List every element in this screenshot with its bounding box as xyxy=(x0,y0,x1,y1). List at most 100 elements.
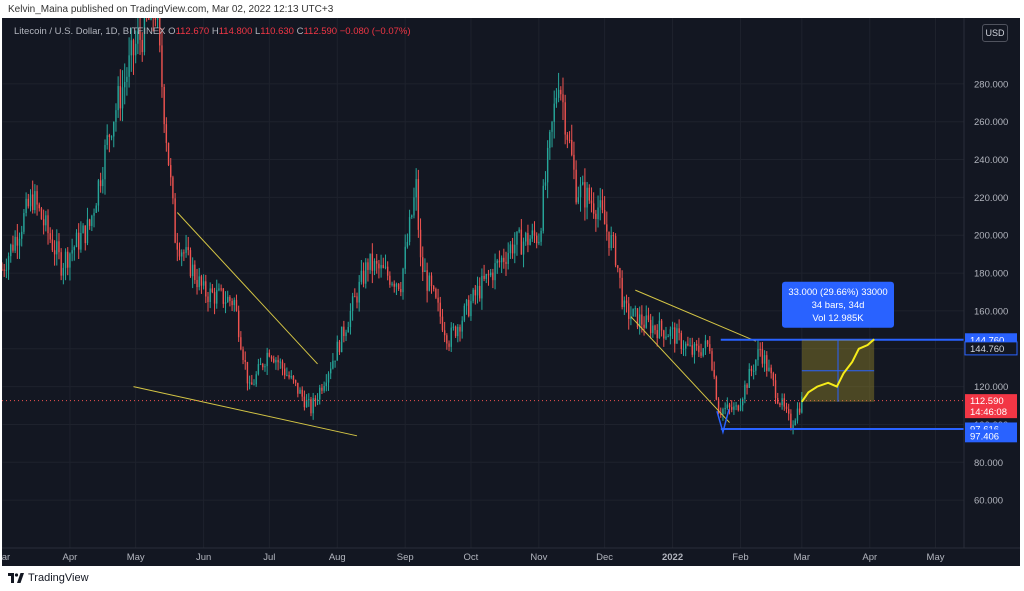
y-tick-label: 260.000 xyxy=(974,117,1008,128)
candle-body xyxy=(744,384,746,400)
candle-body xyxy=(402,268,404,293)
measure-label-line: Vol 12.985K xyxy=(812,313,864,324)
y-tick-label: 240.000 xyxy=(974,155,1008,166)
candle-body xyxy=(275,359,277,363)
candle-body xyxy=(549,131,551,148)
candle-body xyxy=(115,110,117,122)
candle-body xyxy=(628,303,630,319)
candle-body xyxy=(531,230,534,239)
candle-body xyxy=(667,336,669,338)
candle-body xyxy=(16,236,19,246)
candle-body xyxy=(67,251,69,268)
candle-body xyxy=(185,247,187,253)
candle-body xyxy=(365,262,367,284)
price-axis-tag-label: 144.760 xyxy=(970,344,1004,355)
candle-body xyxy=(200,276,203,286)
candle-body xyxy=(191,264,194,277)
candle-body xyxy=(382,265,384,268)
candle-body xyxy=(347,327,349,333)
candle-body xyxy=(452,326,455,328)
candle-body xyxy=(384,266,387,268)
candle-body xyxy=(601,200,604,210)
candle-body xyxy=(240,337,242,350)
x-tick-label: May xyxy=(927,552,945,563)
candle-body xyxy=(560,89,562,95)
open-value: 112.670 xyxy=(175,26,210,37)
footer-brand[interactable]: TradingView xyxy=(28,572,89,584)
candle-body xyxy=(325,382,328,386)
high-label: H xyxy=(211,26,219,37)
candle-body xyxy=(310,399,312,414)
candle-body xyxy=(739,405,742,411)
candle-body xyxy=(777,397,779,404)
candle-body xyxy=(676,328,678,344)
x-tick-label: Jul xyxy=(263,552,275,563)
candle-body xyxy=(321,387,323,391)
candle-body xyxy=(645,315,647,328)
candle-body xyxy=(525,233,527,242)
measure-layer: 33.000 (29.66%) 33000 34 bars, 34d Vol 12.… xyxy=(716,281,894,435)
candle-body xyxy=(205,281,207,297)
candle-body xyxy=(772,373,775,381)
candle-body xyxy=(801,396,803,413)
candle-body xyxy=(82,225,84,234)
candle-body xyxy=(354,296,356,298)
candle-body xyxy=(621,277,623,308)
candle-body xyxy=(439,302,441,317)
candle-body xyxy=(507,253,509,264)
candle-body xyxy=(251,382,253,385)
candle-body xyxy=(419,229,422,258)
candle-body xyxy=(643,324,645,328)
candle-body xyxy=(194,264,196,280)
candle-body xyxy=(2,269,3,271)
candle-body xyxy=(77,232,80,250)
candle-body xyxy=(695,343,698,346)
candle-body xyxy=(794,420,796,426)
candle-body xyxy=(647,315,650,320)
candle-body xyxy=(487,274,490,276)
candle-body xyxy=(638,314,641,328)
candle-body xyxy=(446,335,448,344)
candle-body xyxy=(566,134,569,140)
candle-body xyxy=(211,288,214,293)
candle-body xyxy=(498,260,501,263)
chart-panel[interactable]: 33.000 (29.66%) 33000 34 bars, 34d Vol 12.… xyxy=(2,18,1020,566)
candle-body xyxy=(728,404,731,408)
x-tick-label: Nov xyxy=(530,552,547,563)
candle-body xyxy=(51,239,54,251)
candle-body xyxy=(231,300,233,306)
candle-body xyxy=(520,229,523,255)
candle-body xyxy=(202,281,205,286)
candle-body xyxy=(717,399,720,414)
candle-body xyxy=(319,387,321,400)
currency-button[interactable]: USD xyxy=(982,24,1008,42)
x-tick-label: Mar xyxy=(794,552,810,563)
trendline xyxy=(133,386,358,437)
candle-body xyxy=(360,270,363,282)
candle-body xyxy=(702,348,704,356)
candle-body xyxy=(84,225,86,244)
candle-body xyxy=(56,241,58,255)
candle-body xyxy=(358,281,360,303)
candle-body xyxy=(340,326,343,353)
candle-body xyxy=(95,205,97,213)
candle-body xyxy=(483,275,485,279)
candle-body xyxy=(323,385,325,391)
candle-body xyxy=(470,301,472,317)
candle-body xyxy=(213,292,216,304)
ohlc-legend: Litecoin / U.S. Dollar, 1D, BITFINEX O11… xyxy=(14,26,411,37)
symbol-name[interactable]: Litecoin / U.S. Dollar, 1D, BITFINEX xyxy=(14,26,166,37)
price-chart[interactable]: 33.000 (29.66%) 33000 34 bars, 34d Vol 12.… xyxy=(2,18,1020,566)
y-tick-label: 60.000 xyxy=(974,496,1003,507)
candle-body xyxy=(132,40,135,56)
candle-body xyxy=(689,345,691,347)
candle-body xyxy=(564,102,566,135)
candle-body xyxy=(472,289,474,302)
candle-body xyxy=(766,355,768,372)
candle-body xyxy=(623,300,626,308)
candle-body xyxy=(533,230,536,236)
candle-body xyxy=(422,257,424,273)
low-marker xyxy=(716,409,730,435)
candle-body xyxy=(654,325,656,331)
candle-body xyxy=(86,219,89,244)
